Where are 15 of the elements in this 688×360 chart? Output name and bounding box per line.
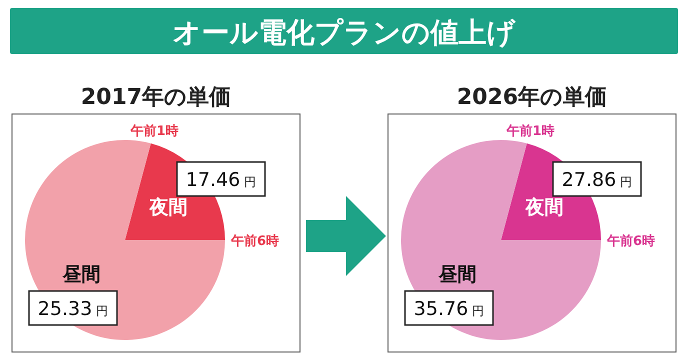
text: 午前1時 [505,124,555,139]
chart-subtitle: 2017年の単価 [80,85,232,110]
text: オール電化プランの値上げ [172,16,516,49]
text: 35.76 円 [414,298,484,320]
slice-label: 夜間 [524,196,564,219]
text: 午前1時 [129,124,179,139]
text: 午前6時 [606,234,656,249]
text: 17.46 円 [186,169,256,191]
text: 午前6時 [230,234,280,249]
slice-label: 昼間 [437,263,476,286]
slice-label: 昼間 [61,263,100,286]
slice-label: 夜間 [148,196,188,219]
text: 27.86 円 [562,169,632,191]
text: 25.33 円 [38,298,108,320]
chart-subtitle: 2026年の単価 [456,85,608,110]
